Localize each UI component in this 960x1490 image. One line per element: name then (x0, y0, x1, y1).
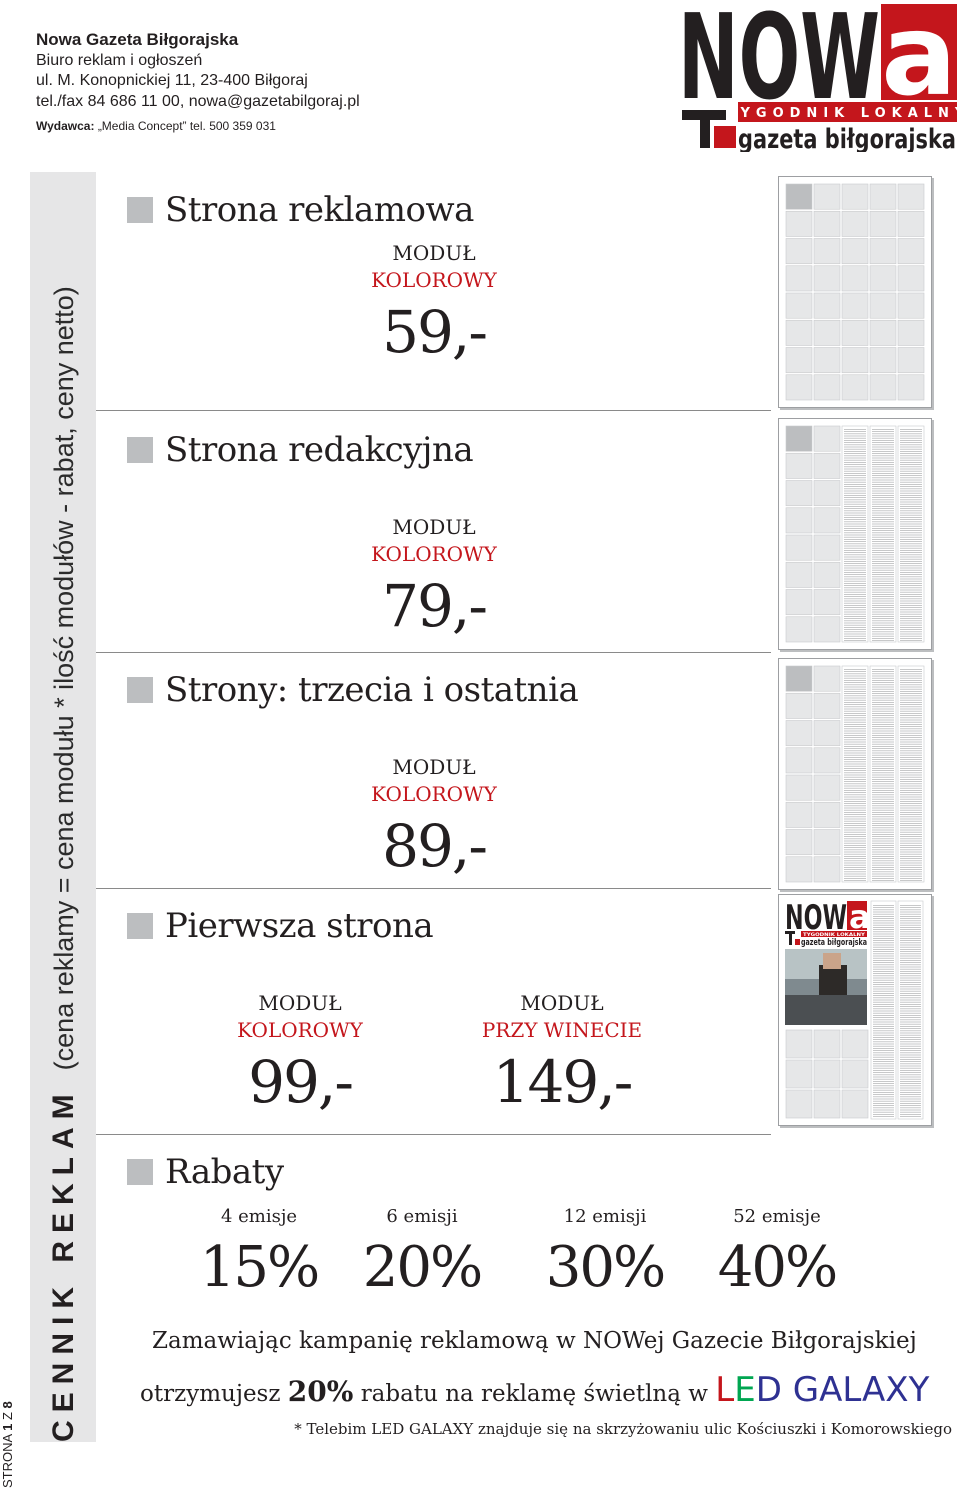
galaxy-word: GALAXY (792, 1370, 930, 1410)
section-heading: Strony: trzecia i ostatnia (127, 670, 579, 710)
page-of: Z (0, 1412, 15, 1421)
logo-subtitle: gazeta biłgorajska (738, 124, 956, 152)
separator (96, 652, 771, 653)
title-text: CENNIK REKLAM (47, 1086, 80, 1442)
promo-text: otrzymujesz (140, 1381, 281, 1407)
newspaper-logo: NOW a TYGODNIK LOKALNY gazeta biłgorajsk… (676, 0, 960, 155)
page-number: 1 (0, 1423, 15, 1431)
page-indicator: STRONA 1 Z 8 (0, 1288, 20, 1488)
separator (96, 1134, 771, 1135)
svg-text:TYGODNIK LOKALNY: TYGODNIK LOKALNY (803, 932, 866, 938)
module-word: MODUŁ (258, 991, 342, 1015)
module-price: 59,- (382, 298, 488, 366)
phone-email: tel./fax 84 686 11 00, nowa@gazetabilgor… (36, 92, 360, 110)
page-total: 8 (0, 1401, 15, 1409)
bullet-square (127, 197, 153, 223)
section-title: Pierwsza strona (165, 906, 434, 946)
discount-item: 12 emisji 30% (520, 1206, 690, 1300)
promo-line-1: Zamawiając kampanię reklamową w NOWej Ga… (152, 1328, 917, 1354)
promo-text: rabatu na reklamę świetlną w (360, 1381, 708, 1407)
logo-word-a: a (881, 2, 957, 121)
editorial-page-grid (785, 425, 925, 643)
module-word: MODUŁ (392, 755, 476, 779)
section-heading: Rabaty (127, 1152, 284, 1192)
led-letter-d: D (755, 1370, 782, 1410)
footnote: * Telebim LED GALAXY znajduje się na skr… (294, 1420, 952, 1438)
led-letter-e: E (734, 1370, 756, 1410)
module-label: MODUŁ PRZY WINECIE (412, 990, 712, 1044)
separator (96, 410, 771, 411)
promo-line-2: otrzymujesz 20% rabatu na reklamę świetl… (140, 1370, 929, 1410)
module-type: KOLOROWY (371, 268, 497, 292)
separator (96, 888, 771, 889)
third-page-grid (785, 665, 925, 883)
ad-page-grid (785, 183, 925, 401)
discount-item: 4 emisje 15% (174, 1206, 344, 1300)
section-heading: Strona redakcyjna (127, 430, 474, 470)
logo-tagline: TYGODNIK LOKALNY (726, 106, 958, 121)
module-price: 149,- (492, 1048, 634, 1116)
discount-percent: 30% (545, 1235, 666, 1300)
publisher-value: „Media Concept” tel. 500 359 031 (97, 119, 276, 133)
section-heading: Strona reklamowa (127, 190, 474, 230)
price-list-title: CENNIK REKLAM (cena reklamy = cena moduł… (34, 172, 94, 1442)
led-letter-l: L (715, 1370, 735, 1410)
module-type: KOLOROWY (237, 1018, 363, 1042)
module-price: 79,- (382, 572, 488, 640)
publisher-line: Wydawca: „Media Concept” tel. 500 359 03… (36, 116, 360, 137)
bullet-square (127, 437, 153, 463)
module-word: MODUŁ (392, 241, 476, 265)
led-galaxy-brand: LED GALAXY (715, 1370, 929, 1410)
bullet-square (127, 913, 153, 939)
publisher-label: Wydawca: (36, 119, 95, 133)
bullet-square (127, 677, 153, 703)
bullet-square (127, 1159, 153, 1185)
discount-percent: 15% (199, 1235, 320, 1300)
section-title: Strona reklamowa (165, 190, 474, 230)
svg-text:a: a (849, 898, 871, 936)
editorial-page-thumbnail (778, 418, 932, 650)
module-type: PRZY WINECIE (481, 1018, 643, 1042)
discount-count: 4 emisje (220, 1206, 298, 1227)
module-type: KOLOROWY (371, 782, 497, 806)
discount-item: 6 emisji 20% (337, 1206, 507, 1300)
newspaper-name: Nowa Gazeta Biłgorajska (36, 30, 239, 49)
promo-percent: 20% (287, 1375, 354, 1408)
svg-text:gazeta biłgorajska: gazeta biłgorajska (801, 938, 867, 948)
front-page-thumbnail: NOW a TYGODNIK LOKALNY gazeta biłgorajska (778, 894, 932, 1126)
module-word: MODUŁ (520, 991, 604, 1015)
module-word: MODUŁ (392, 515, 476, 539)
module-label: MODUŁ KOLOROWY (284, 240, 584, 294)
section-title: Strona redakcyjna (165, 430, 474, 470)
discount-count: 6 emisji (386, 1206, 458, 1227)
publisher-contact: Nowa Gazeta Biłgorajska Biuro reklam i o… (36, 30, 360, 137)
module-label: MODUŁ KOLOROWY (284, 754, 584, 808)
price-formula: (cena reklamy = cena modułu * ilość modu… (48, 286, 79, 1071)
side-band (30, 172, 96, 1442)
office-name: Biuro reklam i ogłoszeń (36, 51, 203, 69)
page-label: STRONA (0, 1434, 15, 1488)
third-last-page-thumbnail (778, 658, 932, 890)
discount-item: 52 emisje 40% (692, 1206, 862, 1300)
module-price: 89,- (382, 812, 488, 880)
module-label: MODUŁ KOLOROWY (284, 514, 584, 568)
module-label: MODUŁ KOLOROWY (150, 990, 450, 1044)
discount-percent: 20% (362, 1235, 483, 1300)
discount-count: 52 emisje (733, 1206, 821, 1227)
section-heading: Pierwsza strona (127, 906, 434, 946)
discount-percent: 40% (717, 1235, 838, 1300)
module-price: 99,- (248, 1048, 354, 1116)
address: ul. M. Konopnickiej 11, 23-400 Biłgoraj (36, 72, 308, 89)
section-title: Rabaty (165, 1152, 284, 1192)
section-title: Strony: trzecia i ostatnia (165, 670, 579, 710)
ad-page-thumbnail (778, 176, 932, 408)
module-type: KOLOROWY (371, 542, 497, 566)
discount-count: 12 emisji (563, 1206, 647, 1227)
